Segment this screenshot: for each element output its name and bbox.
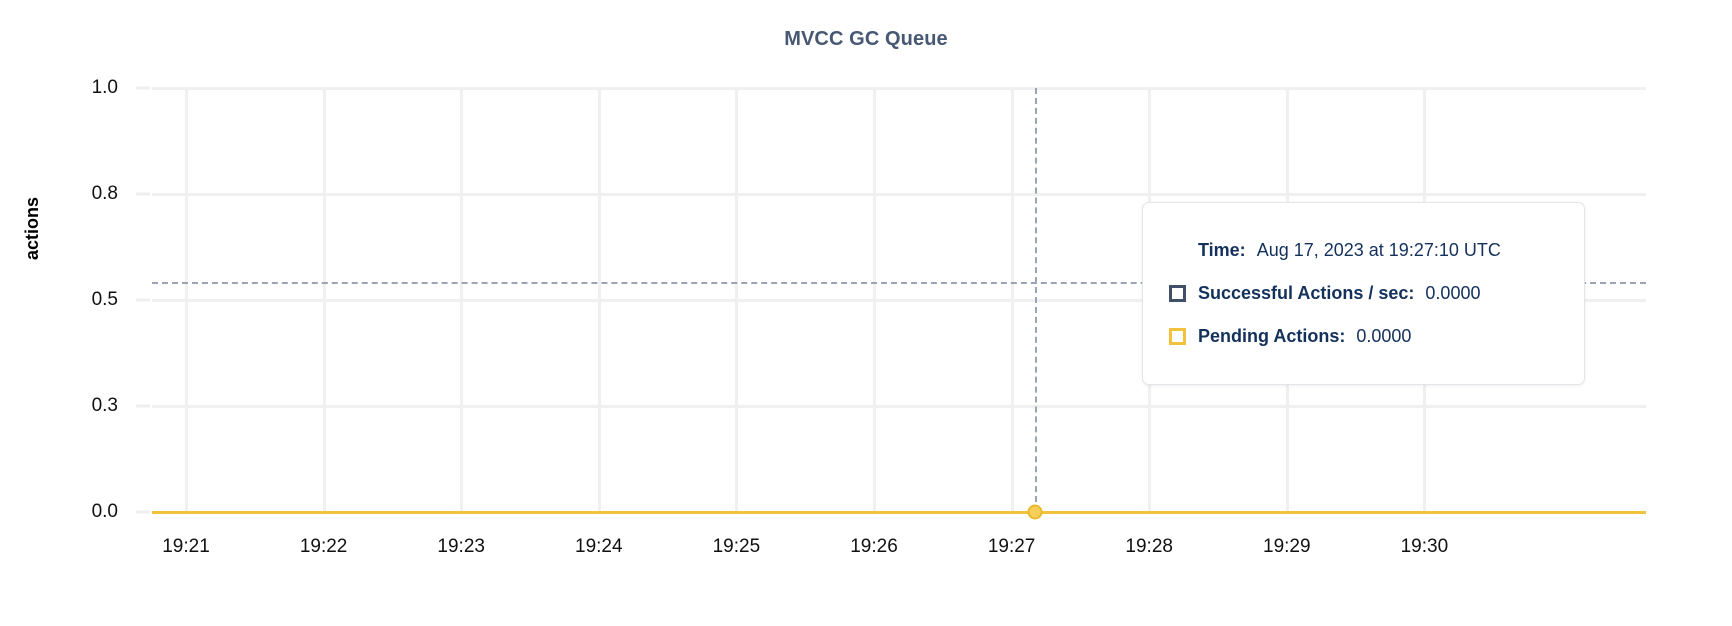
tooltip-time-value: Aug 17, 2023 at 19:27:10 UTC	[1256, 240, 1501, 260]
tooltip-pending-value: 0.0000	[1356, 326, 1412, 346]
gridline-vertical	[322, 88, 326, 512]
y-tick-mark	[136, 510, 150, 514]
chart-title: MVCC GC Queue	[784, 28, 948, 50]
tooltip-successful-value: 0.0000	[1425, 283, 1481, 303]
y-tick-mark	[136, 404, 150, 408]
series-line	[152, 511, 1646, 514]
x-tick-label: 19:30	[1400, 536, 1449, 557]
y-tick-label: 0.0	[91, 501, 118, 522]
y-axis-label: actions	[22, 196, 42, 260]
y-tick-label: 1.0	[91, 77, 118, 98]
tooltip-successful-label: Successful Actions / sec:	[1198, 283, 1415, 303]
tooltip-series-row: Successful Actions / sec: 0.0000	[1169, 272, 1554, 315]
hover-data-point-marker[interactable]	[1027, 504, 1043, 520]
x-tick-label: 19:28	[1125, 536, 1173, 557]
y-tick-mark	[136, 298, 150, 302]
pending-actions-swatch-icon	[1169, 328, 1186, 345]
y-tick-label: 0.8	[91, 183, 118, 204]
y-tick-mark	[136, 86, 150, 90]
gridline-vertical	[735, 88, 739, 512]
x-tick-label: 19:29	[1263, 536, 1311, 557]
gridline-horizontal	[152, 405, 1646, 408]
successful-actions-swatch-icon	[1169, 285, 1186, 302]
x-tick-label: 19:22	[299, 536, 348, 557]
tooltip-pending-label: Pending Actions:	[1198, 326, 1346, 346]
tooltip-series-row: Pending Actions: 0.0000	[1169, 315, 1554, 358]
x-tick-label: 19:24	[575, 536, 623, 557]
gridline-vertical	[185, 88, 188, 512]
x-tick-label: 19:27	[987, 536, 1036, 557]
crosshair-vertical	[1034, 88, 1037, 512]
x-tick-label: 19:21	[162, 536, 210, 557]
gridline-vertical	[873, 88, 876, 512]
x-tick-label: 19:26	[850, 536, 898, 557]
tooltip-time-row: Time: Aug 17, 2023 at 19:27:10 UTC	[1169, 229, 1554, 272]
gridline-vertical	[597, 88, 601, 512]
tooltip-time-label: Time:	[1198, 240, 1246, 260]
hover-tooltip: Time: Aug 17, 2023 at 19:27:10 UTC Succe…	[1142, 202, 1585, 385]
gridline-horizontal	[152, 299, 1646, 302]
y-tick-label: 0.3	[91, 395, 118, 416]
gridline-horizontal	[152, 87, 1646, 90]
gridline-vertical	[1010, 88, 1014, 512]
x-tick-label: 19:23	[437, 536, 485, 557]
gridline-horizontal	[152, 193, 1646, 196]
y-tick-label: 0.5	[91, 289, 118, 310]
gridline-vertical	[460, 88, 464, 512]
crosshair-horizontal	[152, 282, 1646, 284]
x-tick-label: 19:25	[712, 536, 761, 557]
y-tick-mark	[136, 192, 150, 196]
plot-area[interactable]	[152, 87, 1646, 520]
